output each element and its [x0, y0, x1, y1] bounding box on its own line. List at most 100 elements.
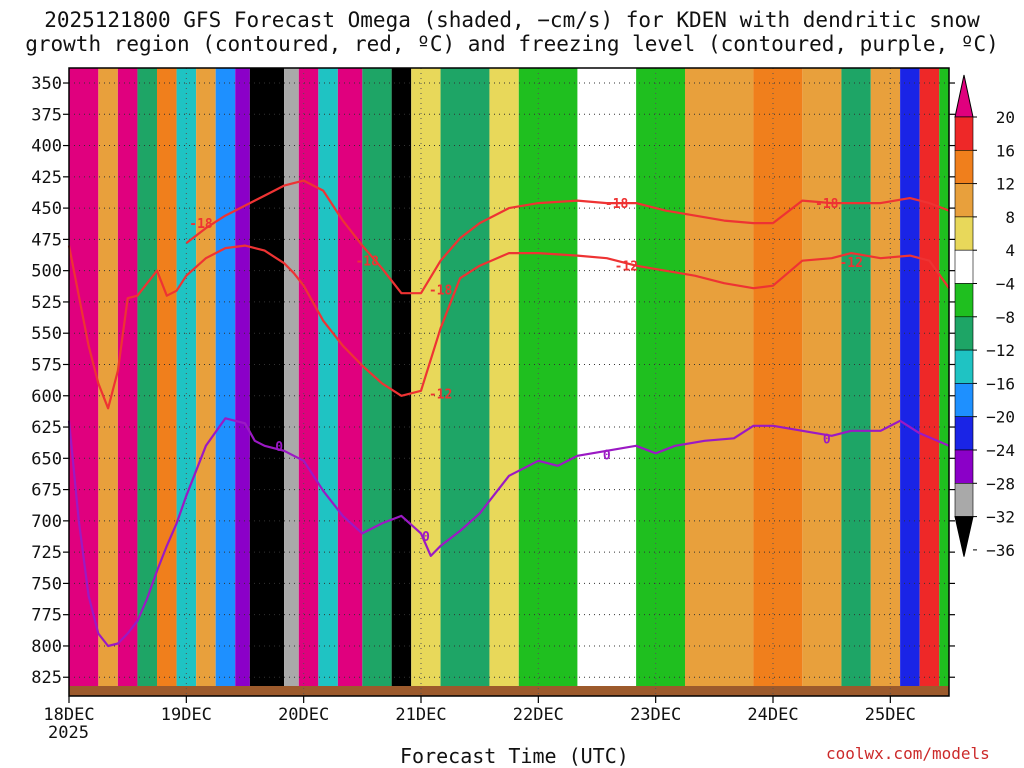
omega-band-18 [489, 68, 519, 696]
omega-band-20 [577, 68, 637, 696]
colorbar-swatch-9 [954, 383, 974, 417]
x-tick-label: 19DEC [161, 705, 212, 725]
credit-text: coolwx.com/models [826, 744, 990, 763]
omega-band-6 [196, 68, 216, 696]
y-tick-label: 375 [31, 105, 62, 125]
y-tick-label: 400 [31, 137, 62, 157]
y-tick-label: 600 [31, 387, 62, 407]
dotted-grid [69, 68, 949, 696]
omega-band-22 [685, 68, 754, 696]
colorbar-swatch-12 [954, 482, 974, 517]
terrain-band [69, 686, 949, 696]
y-tick-label: 675 [31, 481, 62, 501]
chart-title-line1: 2025121800 GFS Forecast Omega (shaded, −… [44, 8, 980, 32]
y-tick-label: 475 [31, 230, 62, 250]
omega-band-2 [117, 68, 138, 696]
x-tick-label: 22DEC [513, 705, 564, 725]
colorbar-label: −24 [986, 441, 1015, 460]
omega-shading [69, 68, 949, 696]
omega-band-23 [753, 68, 803, 696]
x-tick-label: 21DEC [395, 705, 446, 725]
omega-band-11 [298, 68, 319, 696]
y-tick-label: 450 [31, 199, 62, 219]
omega-band-12 [318, 68, 338, 696]
omega-band-24 [802, 68, 842, 696]
colorbar-label: −32 [986, 508, 1015, 527]
omega-band-8 [235, 68, 250, 696]
x-year-label: 2025 [48, 723, 89, 743]
omega-band-19 [518, 68, 578, 696]
chart-title-line2: growth region (contoured, red, ºC) and f… [25, 32, 999, 56]
y-tick-label: 750 [31, 574, 62, 594]
contour-label-7: -12 [839, 256, 862, 271]
colorbar-label: −16 [986, 374, 1015, 393]
contour-label-5: -12 [429, 387, 452, 402]
contour-label-4: -18 [815, 197, 839, 212]
colorbar-swatch-1 [954, 116, 974, 151]
terrain-fill [69, 686, 949, 696]
y-tick-label: 500 [31, 262, 62, 282]
y-tick-label: 550 [31, 324, 62, 344]
contour-line--12 [67, 244, 950, 410]
colorbar-swatch-3 [954, 183, 974, 218]
contour-label-3: -18 [605, 197, 629, 212]
y-tick-label: 775 [31, 606, 62, 626]
colorbar-bottom-arrow [954, 516, 974, 557]
contour-line-0 [67, 417, 950, 648]
colorbar-swatch-6 [954, 283, 974, 318]
colorbar-swatch-4 [954, 216, 974, 251]
x-tick-label: 18DEC [43, 705, 94, 725]
colorbar: 20 16 12 8 4 −4 −8 −12 −16 −20 −24 −28 −32 −36 [954, 74, 1015, 560]
colorbar-label: −12 [986, 341, 1015, 360]
y-tick-label: 525 [31, 293, 62, 313]
colorbar-label: 16 [996, 141, 1015, 160]
colorbar-label: −28 [986, 474, 1015, 493]
contour-label-2: -18 [429, 283, 453, 298]
colorbar-swatch-11 [954, 449, 974, 484]
omega-band-16 [411, 68, 441, 696]
colorbar-swatch-7 [954, 316, 974, 351]
plot-frame [68, 67, 950, 697]
colorbar-label: −36 [986, 541, 1015, 560]
y-tick-label: 725 [31, 543, 62, 563]
contour-lines [67, 179, 950, 648]
contour-label-9: 0 [422, 530, 430, 545]
contour-line--18 [185, 179, 950, 295]
y-tick-label: 425 [31, 168, 62, 188]
colorbar-label: −20 [986, 408, 1015, 427]
omega-band-10 [284, 68, 299, 696]
omega-band-5 [176, 68, 197, 696]
contour-label-1: -18 [355, 255, 379, 270]
omega-band-3 [137, 68, 157, 696]
colorbar-label: 12 [996, 175, 1015, 194]
x-tick-label: 25DEC [865, 705, 916, 725]
omega-band-13 [337, 68, 363, 696]
colorbar-swatch-8 [954, 349, 974, 384]
omega-band-17 [440, 68, 490, 696]
omega-band-27 [900, 68, 920, 696]
colorbar-label: −8 [996, 308, 1015, 327]
omega-band-25 [841, 68, 871, 696]
contour-label-0: -18 [189, 217, 213, 232]
omega-band-7 [215, 68, 236, 696]
y-tick-label: 800 [31, 637, 62, 657]
colorbar-label: 8 [1005, 208, 1015, 227]
x-tick-label: 20DEC [278, 705, 329, 725]
contour-labels: -18 -18 -18 -18 -18 -12 -12 -12 0 0 0 0 [189, 197, 863, 545]
omega-band-29 [939, 68, 949, 696]
contour-label-6: -12 [615, 260, 638, 275]
omega-band-15 [391, 68, 412, 696]
x-tick-label: 24DEC [747, 705, 798, 725]
omega-band-4 [157, 68, 177, 696]
contour-label-8: 0 [275, 440, 283, 455]
omega-band-14 [362, 68, 392, 696]
omega-band-9 [249, 68, 285, 696]
omega-band-0 [69, 68, 99, 696]
colorbar-top-arrow [954, 74, 974, 118]
y-tick-label: 625 [31, 418, 62, 438]
omega-band-26 [870, 68, 901, 696]
omega-band-1 [98, 68, 118, 696]
y-tick-label: 350 [31, 74, 62, 94]
axes: 350 375 400 425 450 475 500 525 550 575 600 625 650 6… [31, 74, 955, 743]
